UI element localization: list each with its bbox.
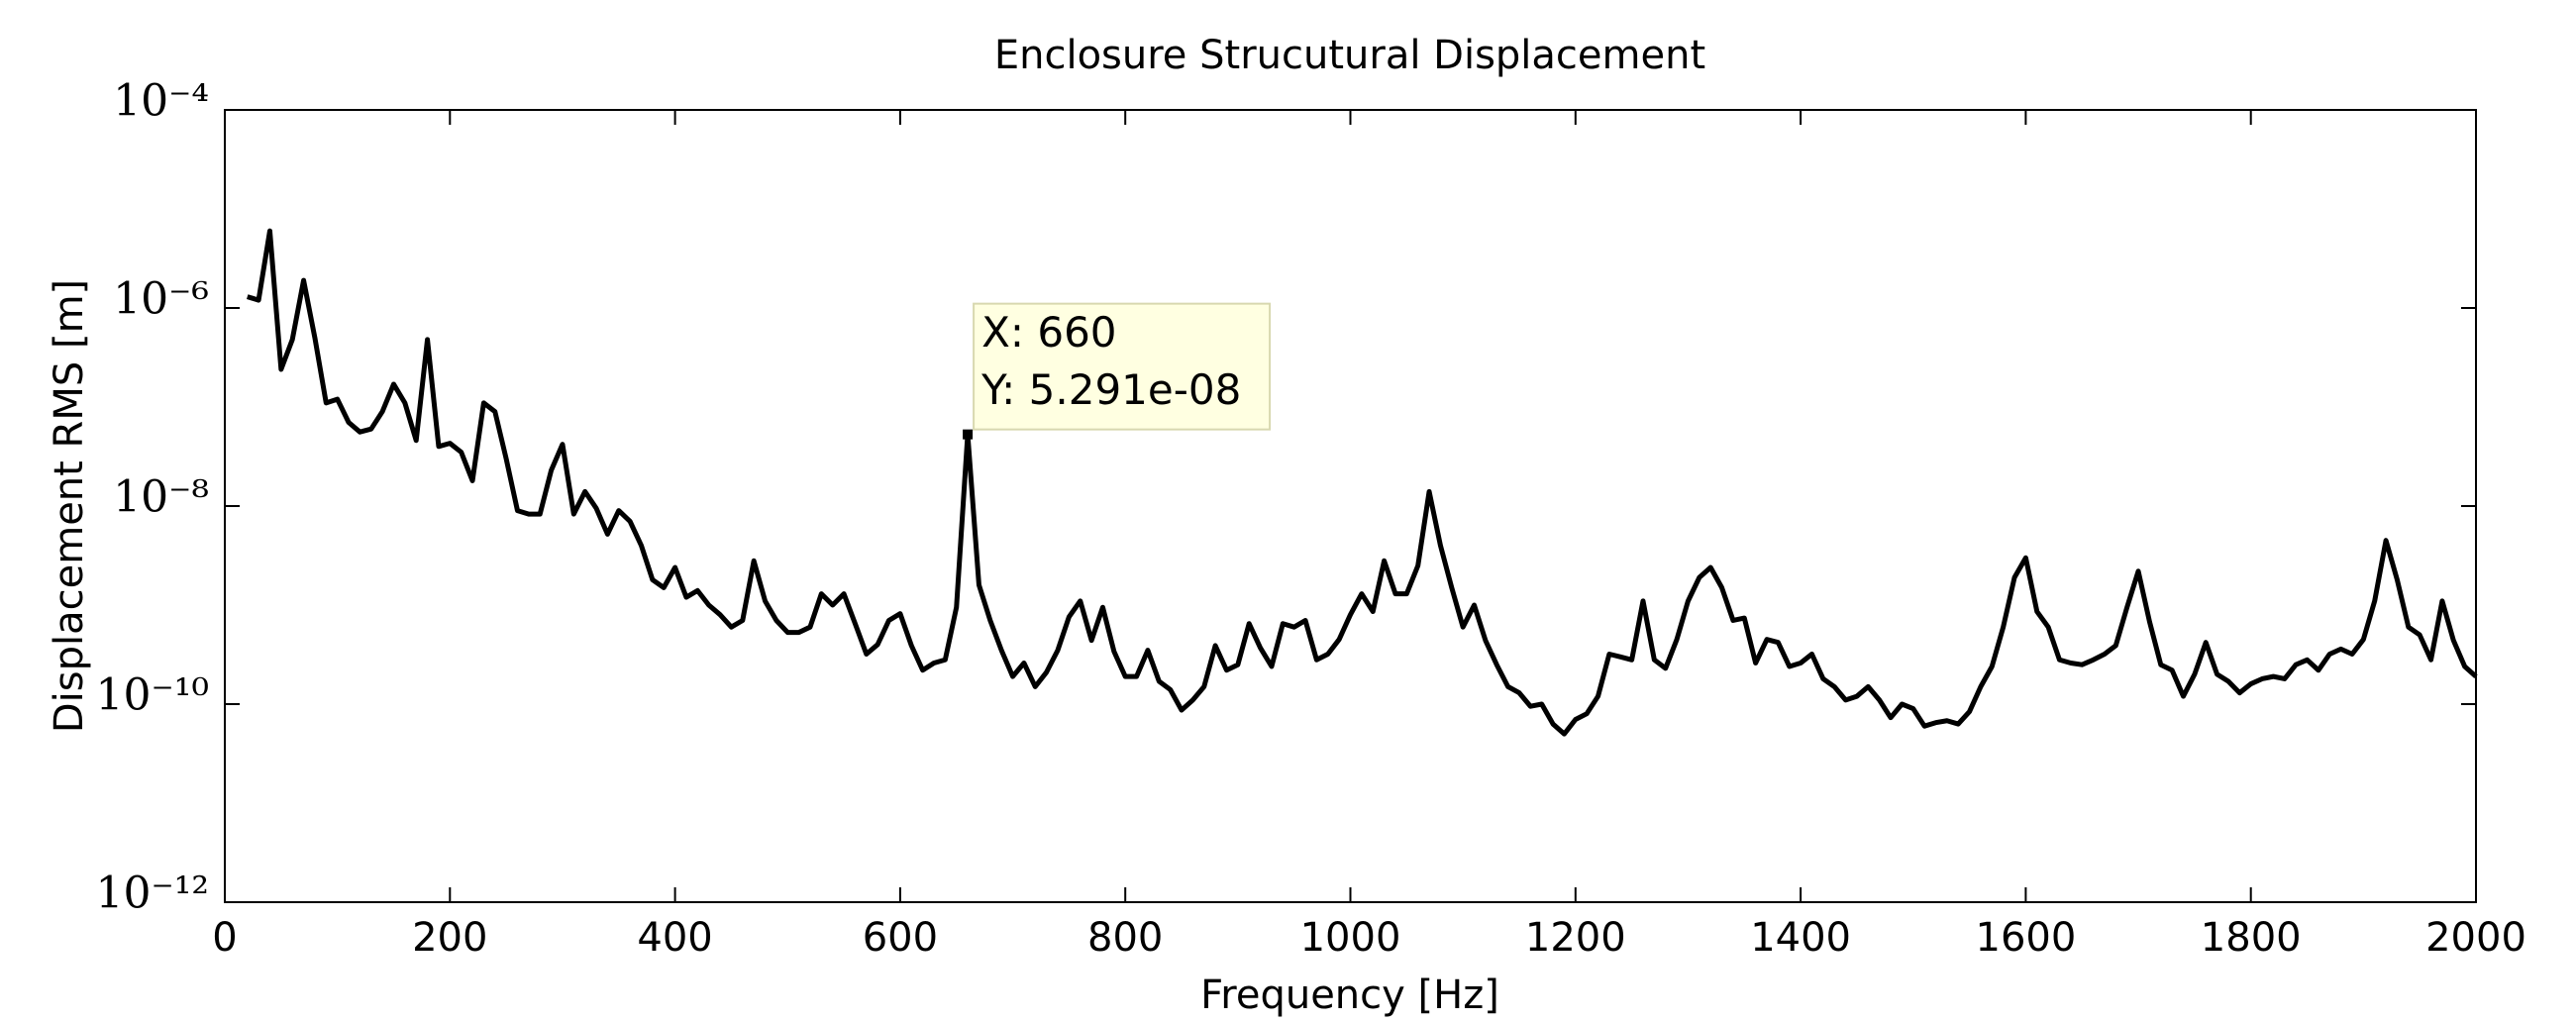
y-tick-label: 10⁻⁸ [113,472,209,523]
x-tick-label: 1400 [1750,915,1851,961]
y-tick-label: 10⁻¹⁰ [96,670,210,721]
y-tick-label: 10⁻¹² [96,869,210,919]
x-tick-label: 200 [412,915,487,961]
x-tick-label: 2000 [2425,915,2526,961]
datatip-y: Y: 5.291e-08 [980,365,1241,414]
x-axis-label: Frequency [Hz] [1200,972,1499,1018]
x-tick-label: 1000 [1300,915,1401,961]
chart-title: Enclosure Strucutural Displacement [994,33,1705,78]
datatip-box [973,302,1272,431]
y-tick-label: 10⁻⁴ [113,76,209,127]
data-line [247,228,2478,737]
datatip-marker [963,429,974,440]
x-tick-label: 800 [1087,915,1163,961]
x-tick-label: 1600 [1976,915,2077,961]
x-tick-label: 1800 [2201,915,2302,961]
x-tick-label: 0 [212,915,237,961]
y-tick-label: 10⁻⁶ [113,274,209,325]
x-tick-label: 600 [863,915,938,961]
x-tick-label: 400 [637,915,712,961]
x-tick-label: 1200 [1525,915,1626,961]
datatip-x: X: 660 [981,308,1116,357]
y-axis-label: Displacement RMS [m] [47,279,92,733]
